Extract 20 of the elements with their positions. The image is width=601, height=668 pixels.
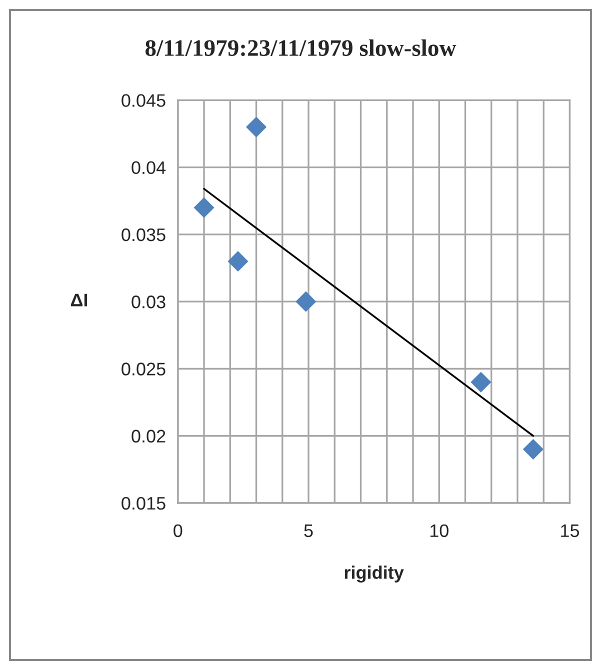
point — [296, 291, 316, 312]
chart-title: 8/11/1979:23/11/1979 slow-slow — [146, 39, 456, 56]
y-tick-label: 0.03 — [132, 296, 166, 308]
point — [228, 251, 248, 272]
point — [470, 372, 492, 392]
point — [522, 438, 544, 460]
x-tick-label: 5 — [304, 524, 313, 538]
y-tick-label: 0.015 — [122, 496, 166, 510]
x-axis-title: rigidity — [344, 566, 404, 583]
y-axis-title: ΔI — [70, 294, 88, 306]
y-tick-label: 0.035 — [122, 228, 166, 242]
y-tick-label: 0.04 — [132, 161, 166, 174]
y-tick-label: 0.02 — [132, 430, 166, 443]
x-tick-label: 10 — [430, 524, 448, 538]
y-tick-label: 0.025 — [122, 362, 166, 376]
point — [246, 116, 267, 138]
x-tick-label: 15 — [561, 524, 580, 538]
y-tick-label: 0.045 — [122, 94, 166, 107]
point — [194, 197, 214, 218]
x-tick-label: 0 — [174, 524, 182, 538]
